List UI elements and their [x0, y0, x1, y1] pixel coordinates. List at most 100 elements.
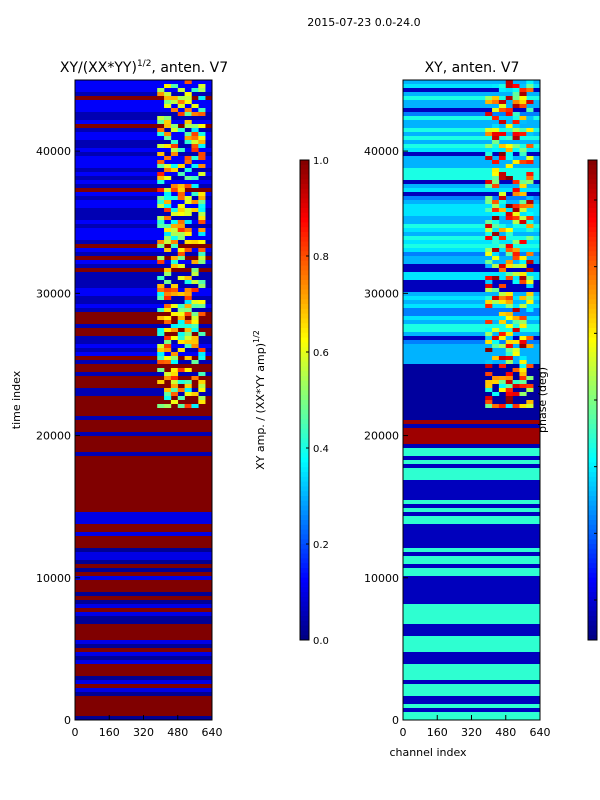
heatmap-cell [512, 340, 520, 345]
heatmap-cell [170, 388, 179, 393]
x-tick-label: 640 [202, 726, 223, 739]
heatmap-row [75, 320, 212, 325]
heatmap-row [75, 328, 212, 333]
heatmap-cell [512, 212, 520, 217]
heatmap-row [403, 324, 540, 329]
colorbar-segment [300, 635, 309, 641]
heatmap-cell [184, 132, 192, 137]
heatmap-cell [198, 372, 206, 377]
colorbar-segment [588, 630, 597, 636]
heatmap-cell [512, 148, 520, 153]
heatmap-cell [498, 300, 507, 305]
heatmap-row [403, 680, 540, 685]
colorbar-segment [300, 596, 309, 603]
phase-heatmap [403, 80, 540, 721]
heatmap-row [75, 612, 212, 617]
heatmap-cell [492, 216, 500, 221]
heatmap-cell [519, 300, 527, 305]
heatmap-row [403, 692, 540, 697]
colorbar-tick-label: 0.2 [313, 540, 329, 551]
colorbar-segment [300, 284, 309, 291]
heatmap-cell [526, 336, 534, 341]
colorbar-segment [300, 188, 309, 195]
heatmap-cell [157, 204, 165, 209]
heatmap-row [403, 672, 540, 677]
colorbar-segment [300, 577, 309, 583]
heatmap-row [403, 500, 540, 505]
y-tick-label: 20000 [364, 430, 399, 443]
heatmap-cell [485, 288, 493, 293]
heatmap-cell [498, 176, 507, 181]
heatmap-cell [512, 240, 520, 245]
heatmap-cell [164, 296, 172, 301]
heatmap-cell [512, 180, 520, 185]
amplitude-colorbar-label-sup: 1/2 [252, 330, 261, 343]
heatmap-cell [492, 148, 500, 153]
heatmap-row [403, 360, 540, 365]
heatmap-cell [164, 340, 172, 345]
heatmap-row [75, 600, 212, 605]
heatmap-cell [485, 144, 493, 149]
colorbar-segment [588, 188, 597, 195]
colorbar-segment [588, 572, 597, 579]
colorbar-segment [588, 563, 597, 569]
heatmap-cell [492, 132, 500, 137]
colorbar-segment [300, 409, 309, 415]
heatmap-cell [198, 352, 206, 357]
heatmap-cell [505, 156, 513, 161]
heatmap-cell [177, 208, 185, 213]
heatmap-cell [512, 264, 520, 269]
heatmap-cell [485, 396, 493, 401]
colorbar-segment [300, 529, 309, 535]
heatmap-cell [198, 332, 206, 337]
heatmap-cell [485, 304, 493, 309]
heatmap-cell [519, 104, 527, 109]
heatmap-cell [198, 200, 206, 205]
heatmap-row [403, 308, 540, 313]
heatmap-cell [191, 280, 199, 285]
heatmap-cell [505, 356, 513, 361]
colorbar-segment [300, 246, 309, 252]
heatmap-cell [198, 108, 206, 113]
heatmap-cell [485, 284, 493, 289]
heatmap-row [403, 340, 540, 345]
colorbar-segment [588, 289, 597, 295]
heatmap-cell [498, 200, 507, 205]
phase-panel-title: XY, anten. V7 [425, 60, 520, 76]
heatmap-cell [498, 88, 507, 93]
heatmap-cell [505, 264, 513, 269]
colorbar-segment [300, 328, 309, 334]
heatmap-cell [498, 144, 507, 149]
heatmap-row [75, 664, 212, 669]
heatmap-row [403, 568, 540, 573]
heatmap-cell [498, 336, 507, 341]
heatmap-row [75, 356, 212, 361]
heatmap-cell [170, 324, 179, 329]
heatmap-cell [485, 128, 493, 133]
heatmap-row [75, 152, 212, 157]
heatmap-cell [191, 132, 199, 137]
heatmap-cell [177, 148, 185, 153]
heatmap-row [403, 276, 540, 281]
heatmap-cell [184, 280, 192, 285]
heatmap-row [403, 460, 540, 465]
heatmap-cell [191, 140, 199, 145]
heatmap-cell [198, 152, 206, 157]
heatmap-cell [177, 220, 185, 225]
heatmap-cell [184, 120, 192, 125]
colorbar-segment [588, 227, 597, 233]
heatmap-cell [164, 156, 172, 161]
heatmap-cell [526, 200, 534, 205]
heatmap-row [75, 244, 212, 249]
heatmap-row [403, 220, 540, 225]
colorbar-segment [588, 448, 597, 454]
heatmap-cell [498, 296, 507, 301]
heatmap-cell [164, 144, 172, 149]
colorbar-segment [300, 520, 309, 526]
heatmap-row [403, 384, 540, 389]
heatmap-cell [512, 256, 520, 261]
heatmap-cell [164, 404, 172, 409]
heatmap-cell [170, 232, 179, 237]
heatmap-row [403, 488, 540, 493]
heatmap-cell [184, 176, 192, 181]
